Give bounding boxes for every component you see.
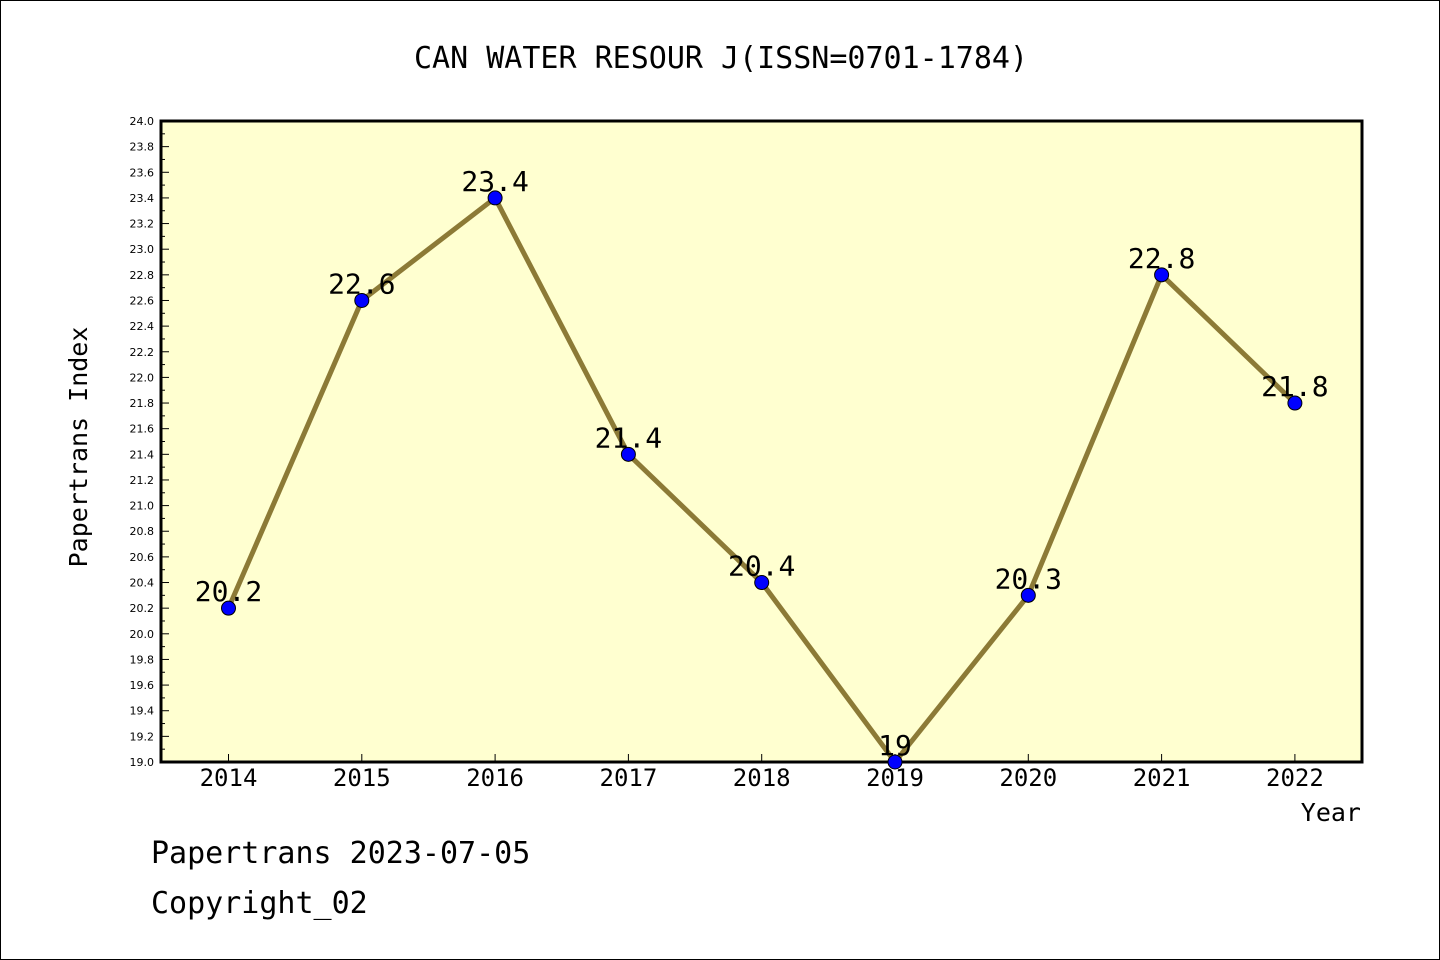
y-tick-label: 22.2 xyxy=(130,346,155,359)
data-point xyxy=(1020,587,1036,603)
data-label: 23.4 xyxy=(461,165,528,198)
data-label: 22.6 xyxy=(328,267,395,300)
data-point xyxy=(487,190,503,206)
y-tick-label: 22.6 xyxy=(130,294,155,307)
y-tick-label: 24.0 xyxy=(130,115,155,128)
chart-title: CAN WATER RESOUR J(ISSN=0701-1784) xyxy=(414,41,1028,76)
data-point xyxy=(1154,267,1170,283)
x-tick-label: 2021 xyxy=(1133,764,1191,792)
y-tick-label: 20.4 xyxy=(130,577,155,590)
y-tick-label: 20.0 xyxy=(130,628,155,641)
x-tick-label: 2016 xyxy=(466,764,524,792)
data-label: 20.2 xyxy=(195,575,262,608)
y-tick-label: 21.6 xyxy=(130,423,155,436)
y-tick-label: 19.6 xyxy=(130,679,155,692)
y-tick-label: 20.6 xyxy=(130,551,155,564)
data-label: 21.8 xyxy=(1261,370,1328,403)
data-point xyxy=(620,446,636,462)
y-tick-label: 23.2 xyxy=(130,218,155,231)
y-tick-label: 22.4 xyxy=(130,320,155,333)
y-tick-label: 22.8 xyxy=(130,269,155,282)
y-tick-label: 23.8 xyxy=(130,141,155,154)
data-point xyxy=(354,292,370,308)
y-tick-label: 19.0 xyxy=(130,756,155,769)
y-tick-label: 23.6 xyxy=(130,166,155,179)
y-tick-label: 22.0 xyxy=(130,371,155,384)
y-tick-label: 19.4 xyxy=(130,705,155,718)
y-axis-label: Papertrans Index xyxy=(64,327,93,568)
x-axis-label: Year xyxy=(1301,798,1361,827)
y-tick-label: 23.4 xyxy=(130,192,155,205)
data-label: 20.3 xyxy=(995,562,1062,595)
data-label: 21.4 xyxy=(595,421,662,454)
y-tick-label: 20.2 xyxy=(130,602,155,615)
y-tick-label: 21.8 xyxy=(130,397,155,410)
y-axis: 19.0 19.2 19.4 19.6 19.8 20.0 20.2 20.4 20.6 20.8… xyxy=(130,115,169,769)
data-label: 19 xyxy=(878,729,912,762)
x-tick-label: 2014 xyxy=(200,764,258,792)
data-point xyxy=(754,575,770,591)
y-tick-label: 23.0 xyxy=(130,243,155,256)
data-point xyxy=(887,754,903,770)
data-point xyxy=(221,600,236,616)
x-tick-label: 2022 xyxy=(1266,764,1324,792)
y-tick-label: 20.8 xyxy=(130,525,155,538)
data-labels: 20.2 22.6 23.4 21.4 20.4 19 20.3 22.8 21.8 xyxy=(195,165,1329,762)
x-tick-label: 2017 xyxy=(600,764,658,792)
y-tick-label: 21.0 xyxy=(130,500,155,513)
y-tick-label: 21.4 xyxy=(130,448,155,461)
data-markers xyxy=(221,190,1303,770)
x-axis: 2014 2015 2016 2017 2018 2019 2020 2021 2022 xyxy=(200,754,1324,792)
plot-area xyxy=(159,119,1364,764)
y-tick-label: 19.8 xyxy=(130,653,155,666)
x-tick-label: 2015 xyxy=(333,764,391,792)
y-tick-label: 21.2 xyxy=(130,474,155,487)
y-tick-label: 19.2 xyxy=(130,730,155,743)
data-label: 22.8 xyxy=(1128,242,1195,275)
x-tick-label: 2020 xyxy=(999,764,1057,792)
footer-copyright: Copyright_02 xyxy=(151,886,368,921)
data-point xyxy=(1287,395,1303,411)
data-label: 20.4 xyxy=(728,550,795,583)
footer-date: Papertrans 2023-07-05 xyxy=(151,836,531,871)
x-tick-label: 2018 xyxy=(733,764,791,792)
